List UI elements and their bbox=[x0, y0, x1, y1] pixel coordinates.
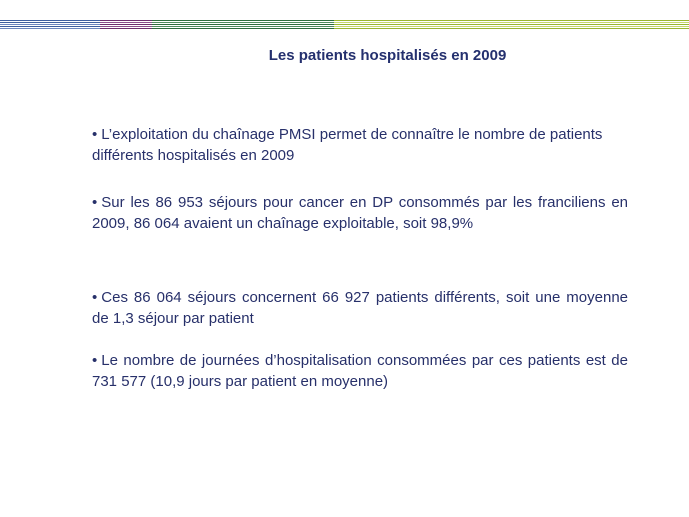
slide-title: Les patients hospitalisés en 2009 bbox=[268, 47, 507, 64]
header-decorative-stripes bbox=[0, 19, 689, 31]
bullet-marker: • bbox=[92, 352, 98, 369]
bullet-text: L’exploitation du chaînage PMSI permet d… bbox=[92, 126, 603, 164]
bullet-sejours-exploitables: • Sur les 86 953 séjours pour cancer en D… bbox=[92, 192, 628, 234]
bullet-text: Le nombre de journées d’hospitalisation … bbox=[92, 352, 628, 390]
bullet-journees-hospitalisation: • Le nombre de journées d’hospitalisation… bbox=[92, 350, 628, 392]
bullet-marker: • bbox=[92, 126, 98, 143]
bullet-marker: • bbox=[92, 289, 98, 306]
bullet-text: Sur les 86 953 séjours pour cancer en DP… bbox=[92, 194, 628, 232]
bullet-marker: • bbox=[92, 194, 98, 211]
bullet-chainage: • L’exploitation du chaînage PMSI permet … bbox=[92, 124, 628, 166]
bullet-patients-differents: • Ces 86 064 séjours concernent 66 927 pa… bbox=[92, 287, 628, 329]
bullet-text: Ces 86 064 séjours concernent 66 927 pat… bbox=[92, 289, 628, 327]
